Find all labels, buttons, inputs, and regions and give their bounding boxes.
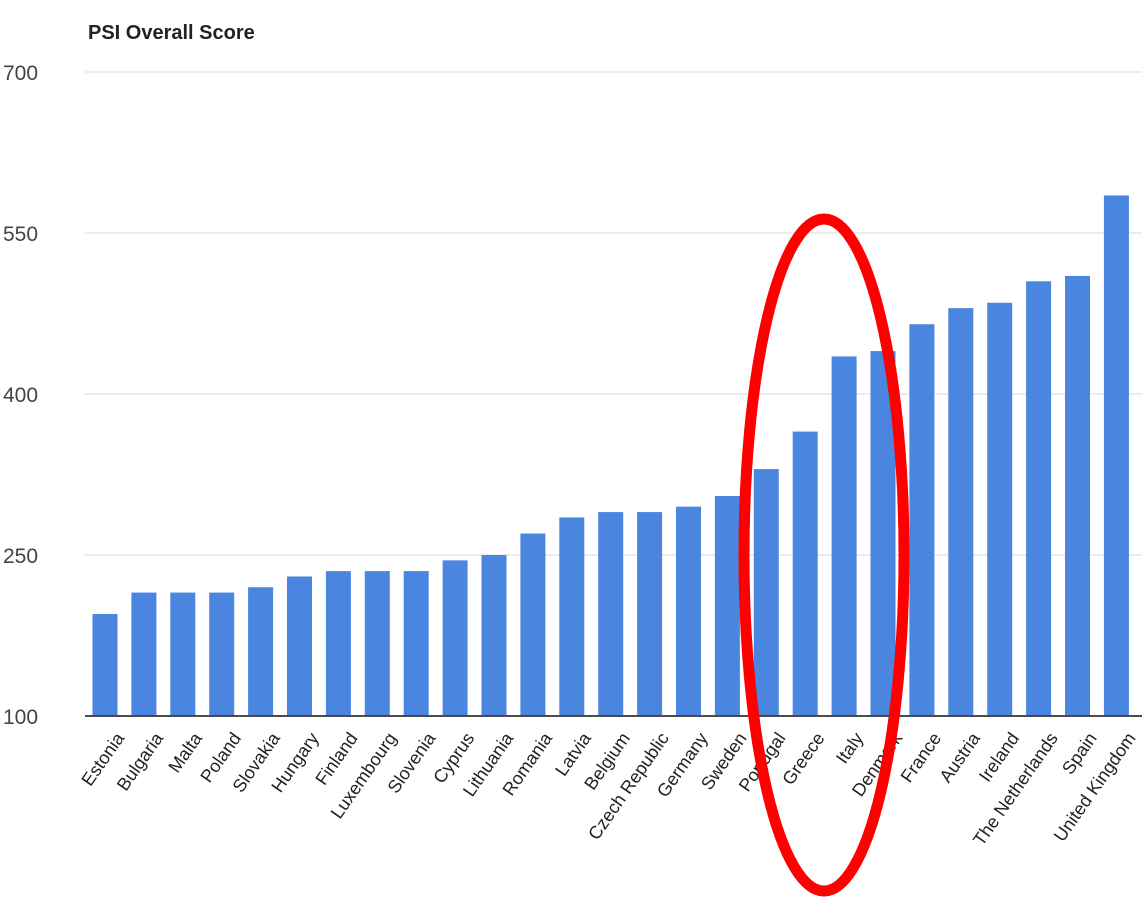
bar — [948, 308, 974, 716]
bar — [131, 592, 157, 716]
x-tick-label: France — [897, 729, 946, 786]
y-tick-label: 250 — [3, 545, 38, 568]
bar — [714, 495, 740, 716]
bar — [753, 469, 779, 716]
bar — [364, 571, 390, 716]
chart-title: PSI Overall Score — [88, 22, 255, 44]
bar — [676, 506, 701, 716]
y-tick-label: 550 — [3, 223, 38, 246]
bar — [442, 560, 468, 716]
bar — [831, 356, 857, 716]
bar — [792, 431, 818, 716]
bar — [325, 571, 351, 716]
bar — [170, 592, 196, 716]
bar — [1103, 195, 1129, 716]
x-tick-label: Austria — [936, 728, 985, 786]
bar — [637, 512, 663, 716]
y-tick-label: 400 — [3, 384, 38, 407]
bar — [598, 512, 624, 716]
bar — [1065, 275, 1090, 716]
bar — [403, 571, 429, 716]
bar — [92, 614, 118, 716]
bar — [481, 555, 507, 716]
bar — [209, 592, 235, 716]
bar — [559, 517, 585, 716]
bar — [248, 587, 274, 716]
bar — [287, 576, 312, 716]
bar — [520, 533, 546, 716]
x-tick-label: Italy — [832, 729, 867, 768]
y-tick-label: 100 — [3, 706, 38, 729]
bar — [1026, 281, 1052, 716]
highlight-ellipse — [738, 213, 910, 897]
bar — [909, 324, 935, 716]
bar — [987, 302, 1013, 716]
y-tick-label: 700 — [3, 62, 38, 85]
